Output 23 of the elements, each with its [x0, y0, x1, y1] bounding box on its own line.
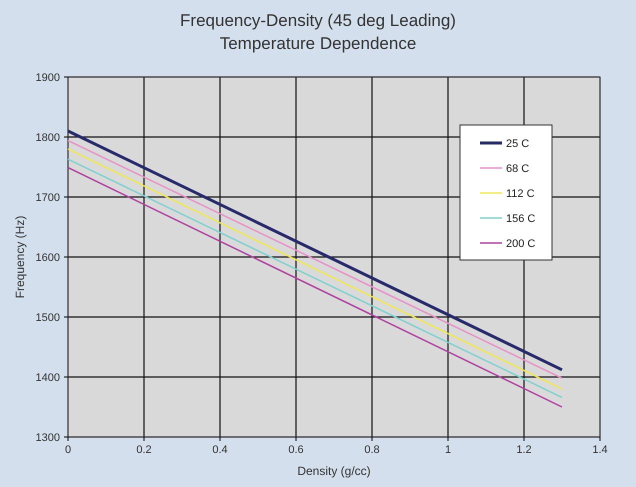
chart-title: Frequency-Density (45 deg Leading) Temperature Dependence	[180, 11, 456, 53]
x-tick-label: 0.4	[212, 444, 228, 456]
legend-label: 156 C	[506, 213, 536, 225]
x-tick-label: 1.4	[592, 444, 608, 456]
y-tick-label: 1700	[36, 192, 60, 204]
y-tick-label: 1900	[36, 72, 60, 84]
y-tick-label: 1600	[36, 252, 60, 264]
x-tick-label: 1	[444, 444, 452, 456]
legend-label: 200 C	[506, 238, 536, 250]
x-tick-label: 0.2	[136, 444, 152, 456]
x-tick-label: 1.2	[516, 444, 532, 456]
y-axis-title: Frequency (Hz)	[13, 216, 27, 298]
y-tick-label: 1400	[36, 372, 60, 384]
legend-label: 112 C	[506, 188, 535, 200]
x-tick-label: 0.8	[364, 444, 380, 456]
y-tick-label: 1500	[36, 312, 60, 324]
y-tick-label: 1300	[36, 432, 60, 444]
legend-label: 68 C	[506, 163, 530, 175]
y-tick-label: 1800	[36, 132, 60, 144]
legend-label: 25 C	[506, 138, 530, 150]
x-axis-title: Density (g/cc)	[297, 464, 371, 478]
x-tick-label: 0	[64, 444, 72, 456]
x-tick-label: 0.6	[288, 444, 304, 456]
